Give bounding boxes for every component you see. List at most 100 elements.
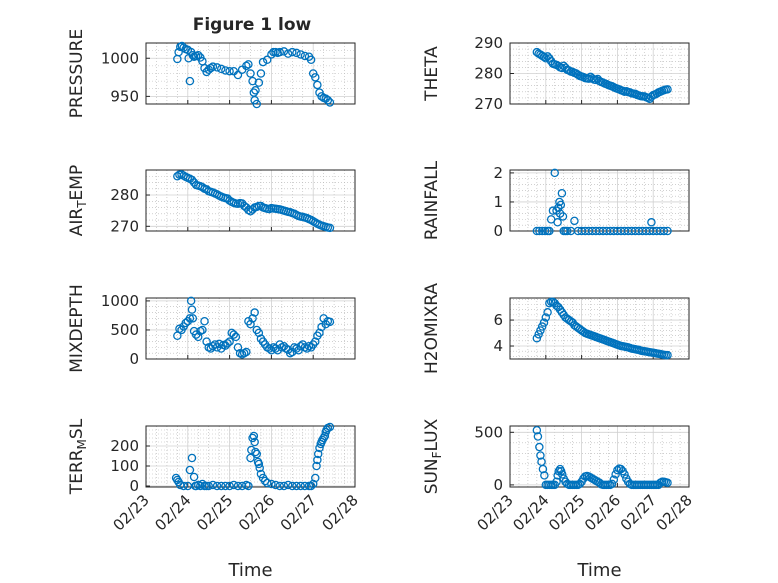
data-point [189,472,199,482]
data-point [532,425,542,435]
data-point [292,48,301,58]
data-point [292,481,301,491]
data-point [208,62,218,71]
y-tick-label: 280 [110,186,139,204]
data-point [252,99,262,109]
data-point [536,326,545,335]
data-point [607,479,617,489]
y-tick-label: 500 [110,321,139,339]
data-point [216,64,226,74]
data-point [248,433,257,443]
y-tick-label: 1000 [101,49,139,67]
data-point [325,422,335,432]
axes-border [145,169,356,232]
x-axis-label: Time [576,560,621,581]
data-point [248,76,257,86]
y-tick-label: 270 [474,95,503,113]
data-point [202,337,211,346]
y-tick-label: 6 [493,311,503,329]
data-point [275,481,285,491]
data-point [212,63,222,72]
subplot-6: 4 6 H2OMIXRA [422,283,690,374]
data-point [311,473,320,483]
data-point [325,223,335,233]
data-point [545,226,554,236]
data-point [225,481,234,491]
data-point [244,481,253,491]
data-point [251,86,260,95]
data-point [173,172,182,181]
data-point [534,330,543,339]
data-point [315,328,324,338]
data-point [552,477,561,486]
y-tick-label: 0 [129,350,139,368]
data-point [537,322,547,331]
data-point [296,481,305,491]
data-point [540,226,550,236]
y-tick-label: 280 [474,65,503,83]
data-point [550,168,560,178]
data-point [535,442,544,452]
x-tick-label: 02/25 [193,491,236,534]
y-tick-label: 0 [129,477,139,495]
data-point [283,49,293,58]
data-point [254,328,264,338]
data-point [198,325,207,335]
data-point [317,92,326,101]
data-point [187,175,197,185]
data-point [535,226,544,236]
data-point [246,453,255,463]
data-point [543,308,552,317]
data-point [279,47,289,56]
subplot-4: 0 1 2 RAINFALL [422,160,690,240]
data-point [311,337,320,346]
y-axis-label: AIRTEMP [67,165,89,236]
y-axis-label: TERRMSL [67,418,89,495]
data-point [248,205,257,214]
data-point [200,316,209,326]
data-point [221,66,230,75]
data-point [188,50,198,60]
figure-title: Figure 1 low [193,15,312,35]
data-point [187,305,197,314]
x-tick-label: 02/26 [581,491,624,534]
data-point [556,200,566,210]
data-point [196,481,205,491]
data-point [313,455,322,465]
x-tick-label: 02/28 [653,491,696,534]
data-point [306,481,316,491]
data-point [320,431,330,441]
y-axis-label: THETA [422,46,442,102]
subplot-3: 270 280 AIRTEMP [67,165,356,236]
y-axis-label: RAINFALL [422,160,442,240]
y-tick-label: 270 [110,217,139,235]
y-tick-label: 2 [493,164,503,182]
data-point [663,85,672,94]
data-point [288,481,297,491]
data-point [181,318,190,328]
data-point [311,73,320,82]
data-point [647,218,656,227]
data-point [255,463,264,473]
data-point [557,188,567,198]
x-tick-label: 02/26 [235,491,278,534]
data-point [250,437,259,447]
data-point [538,464,548,474]
data-point [267,50,276,59]
x-tick-label: 02/25 [545,491,588,534]
data-point [541,313,551,322]
data-point [204,481,213,491]
data-point [225,66,234,76]
data-point [539,52,549,62]
data-point [533,432,543,441]
y-axis-label: PRESSURE [67,29,87,118]
y-tick-label: 4 [493,337,503,355]
data-point [325,317,335,327]
data-point [300,481,310,491]
data-point [292,344,301,353]
subplot-2: 270 280 290 THETA [422,34,690,113]
data-point [185,465,195,475]
data-point [570,216,579,226]
data-point [323,95,333,105]
